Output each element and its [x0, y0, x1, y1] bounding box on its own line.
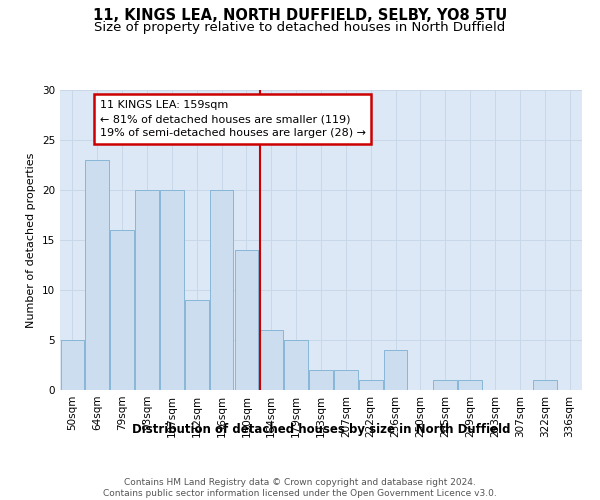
Y-axis label: Number of detached properties: Number of detached properties — [26, 152, 37, 328]
Text: Distribution of detached houses by size in North Duffield: Distribution of detached houses by size … — [132, 422, 510, 436]
Text: 11 KINGS LEA: 159sqm
← 81% of detached houses are smaller (119)
19% of semi-deta: 11 KINGS LEA: 159sqm ← 81% of detached h… — [100, 100, 366, 138]
Bar — [135, 190, 159, 390]
Bar — [458, 380, 482, 390]
Bar — [309, 370, 333, 390]
Bar — [334, 370, 358, 390]
Bar — [533, 380, 557, 390]
Bar — [110, 230, 134, 390]
Bar — [259, 330, 283, 390]
Bar — [284, 340, 308, 390]
Bar — [185, 300, 209, 390]
Text: 11, KINGS LEA, NORTH DUFFIELD, SELBY, YO8 5TU: 11, KINGS LEA, NORTH DUFFIELD, SELBY, YO… — [93, 8, 507, 22]
Text: Contains HM Land Registry data © Crown copyright and database right 2024.
Contai: Contains HM Land Registry data © Crown c… — [103, 478, 497, 498]
Bar — [235, 250, 258, 390]
Bar — [210, 190, 233, 390]
Bar — [359, 380, 383, 390]
Bar — [160, 190, 184, 390]
Bar — [85, 160, 109, 390]
Bar — [384, 350, 407, 390]
Text: Size of property relative to detached houses in North Duffield: Size of property relative to detached ho… — [94, 21, 506, 34]
Bar — [61, 340, 84, 390]
Bar — [433, 380, 457, 390]
